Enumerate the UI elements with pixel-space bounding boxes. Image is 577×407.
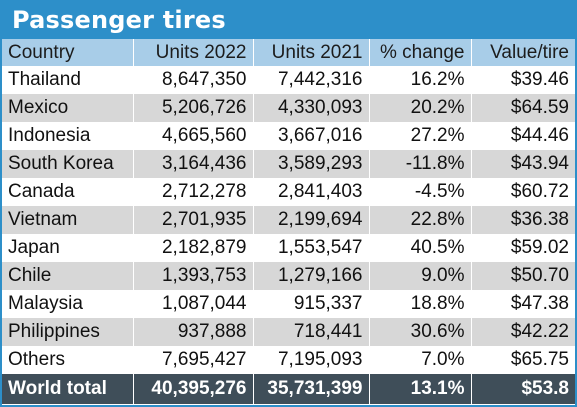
table-body: Thailand 8,647,350 7,442,316 16.2% $39.46 Mex… [2, 66, 575, 404]
table-row: South Korea 3,164,436 3,589,293 -11.8% $43.9… [2, 150, 575, 178]
cell-units-2022: 1,393,753 [133, 262, 254, 290]
cell-pct-change: -11.8% [369, 150, 472, 178]
cell-units-2021: 4,330,093 [253, 94, 370, 122]
cell-units-2021: 35,731,399 [253, 374, 370, 404]
cell-value-per-tire: $53.8 [471, 374, 575, 404]
passenger-tires-table: Country Units 2022 Units 2021 % change V… [2, 39, 575, 404]
table-row: Indonesia 4,665,560 3,667,016 27.2% $44.46 [2, 122, 575, 150]
cell-country: Japan [2, 234, 134, 262]
cell-value-per-tire: $59.02 [471, 234, 575, 262]
cell-country: Thailand [2, 66, 134, 94]
cell-pct-change: 7.0% [369, 346, 472, 374]
cell-country: Canada [2, 178, 134, 206]
cell-units-2022: 2,182,879 [133, 234, 254, 262]
cell-value-per-tire: $64.59 [471, 94, 575, 122]
cell-units-2021: 1,279,166 [253, 262, 370, 290]
cell-value-per-tire: $60.72 [471, 178, 575, 206]
cell-pct-change: 18.8% [369, 290, 472, 318]
cell-value-per-tire: $36.38 [471, 206, 575, 234]
table-row: Japan 2,182,879 1,553,547 40.5% $59.02 [2, 234, 575, 262]
cell-country: Mexico [2, 94, 134, 122]
cell-pct-change: 27.2% [369, 122, 472, 150]
cell-country: Others [2, 346, 134, 374]
cell-units-2022: 2,712,278 [133, 178, 254, 206]
cell-units-2021: 7,195,093 [253, 346, 370, 374]
column-header-value-per-tire: Value/tire [471, 39, 575, 66]
total-row: World total 40,395,276 35,731,399 13.1% $53.… [2, 374, 575, 404]
cell-units-2021: 915,337 [253, 290, 370, 318]
cell-value-per-tire: $39.46 [471, 66, 575, 94]
cell-country: World total [2, 374, 134, 404]
column-header-country: Country [2, 39, 134, 66]
table-row: Canada 2,712,278 2,841,403 -4.5% $60.72 [2, 178, 575, 206]
cell-value-per-tire: $44.46 [471, 122, 575, 150]
table-row: Malaysia 1,087,044 915,337 18.8% $47.38 [2, 290, 575, 318]
cell-country: Malaysia [2, 290, 134, 318]
cell-value-per-tire: $65.75 [471, 346, 575, 374]
cell-country: Philippines [2, 318, 134, 346]
cell-pct-change: 40.5% [369, 234, 472, 262]
cell-units-2022: 40,395,276 [133, 374, 254, 404]
table-row: Vietnam 2,701,935 2,199,694 22.8% $36.38 [2, 206, 575, 234]
header-row: Country Units 2022 Units 2021 % change V… [2, 39, 575, 66]
cell-units-2021: 1,553,547 [253, 234, 370, 262]
cell-pct-change: -4.5% [369, 178, 472, 206]
cell-units-2022: 7,695,427 [133, 346, 254, 374]
column-header-units-2022: Units 2022 [133, 39, 254, 66]
column-header-pct-change: % change [369, 39, 472, 66]
cell-units-2021: 2,199,694 [253, 206, 370, 234]
cell-value-per-tire: $43.94 [471, 150, 575, 178]
table-title: Passenger tires [2, 2, 575, 39]
column-header-units-2021: Units 2021 [253, 39, 370, 66]
cell-units-2021: 3,589,293 [253, 150, 370, 178]
cell-units-2022: 4,665,560 [133, 122, 254, 150]
table-row: Chile 1,393,753 1,279,166 9.0% $50.70 [2, 262, 575, 290]
cell-units-2022: 1,087,044 [133, 290, 254, 318]
cell-pct-change: 16.2% [369, 66, 472, 94]
cell-pct-change: 20.2% [369, 94, 472, 122]
cell-country: Chile [2, 262, 134, 290]
cell-country: Vietnam [2, 206, 134, 234]
cell-units-2021: 3,667,016 [253, 122, 370, 150]
cell-units-2021: 7,442,316 [253, 66, 370, 94]
cell-units-2021: 718,441 [253, 318, 370, 346]
cell-country: South Korea [2, 150, 134, 178]
cell-pct-change: 30.6% [369, 318, 472, 346]
cell-units-2022: 5,206,726 [133, 94, 254, 122]
table-row: Others 7,695,427 7,195,093 7.0% $65.75 [2, 346, 575, 374]
cell-pct-change: 9.0% [369, 262, 472, 290]
cell-units-2021: 2,841,403 [253, 178, 370, 206]
cell-country: Indonesia [2, 122, 134, 150]
cell-value-per-tire: $47.38 [471, 290, 575, 318]
cell-value-per-tire: $50.70 [471, 262, 575, 290]
cell-pct-change: 22.8% [369, 206, 472, 234]
table-row: Mexico 5,206,726 4,330,093 20.2% $64.59 [2, 94, 575, 122]
table-row: Philippines 937,888 718,441 30.6% $42.22 [2, 318, 575, 346]
cell-units-2022: 8,647,350 [133, 66, 254, 94]
cell-units-2022: 937,888 [133, 318, 254, 346]
cell-pct-change: 13.1% [369, 374, 472, 404]
cell-value-per-tire: $42.22 [471, 318, 575, 346]
cell-units-2022: 2,701,935 [133, 206, 254, 234]
cell-units-2022: 3,164,436 [133, 150, 254, 178]
table-row: Thailand 8,647,350 7,442,316 16.2% $39.46 [2, 66, 575, 94]
